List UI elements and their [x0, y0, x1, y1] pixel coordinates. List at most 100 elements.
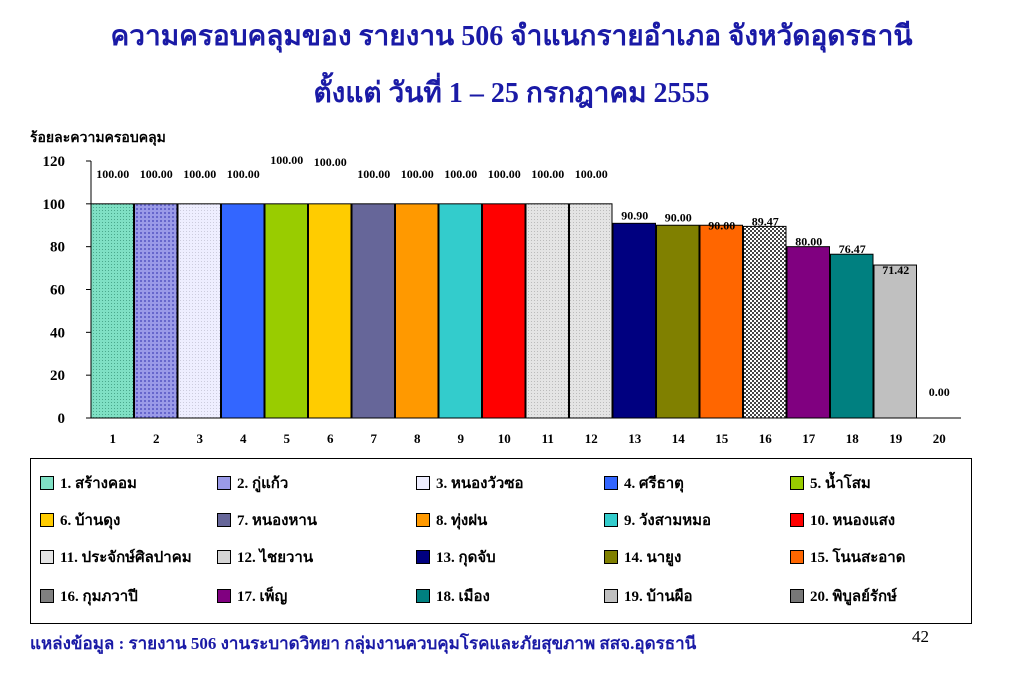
legend-item: 13. กุดจับ: [416, 545, 496, 569]
x-tick-label: 5: [284, 431, 291, 446]
x-tick-label: 17: [802, 431, 816, 446]
x-tick-label: 8: [414, 431, 421, 446]
legend-label: 13. กุดจับ: [436, 550, 496, 566]
x-tick-label: 1: [110, 431, 117, 446]
legend-swatch: [40, 589, 54, 603]
x-tick-label: 16: [759, 431, 773, 446]
legend-item: 16. กุมภวาปี: [40, 584, 138, 608]
bar-6: [308, 203, 352, 419]
bar-10: [482, 203, 526, 419]
bar-11: [525, 203, 569, 419]
legend-swatch: [217, 589, 231, 603]
y-axis-label: ร้อยละความครอบคลุม: [30, 130, 166, 146]
legend-item: 11. ประจักษ์ศิลปาคม: [40, 545, 192, 569]
legend-label: 10. หนองแสง: [810, 513, 896, 529]
bar-18: [830, 253, 874, 419]
legend-label: 8. ทุ่งฝน: [436, 513, 488, 529]
bar-16: [743, 225, 787, 419]
legend-swatch: [416, 476, 430, 490]
legend-item: 17. เพ็ญ: [217, 584, 287, 608]
data-label: 100.00: [444, 167, 477, 181]
legend-item: 1. สร้างคอม: [40, 471, 137, 495]
bar-3: [177, 203, 221, 419]
x-tick-label: 11: [542, 431, 554, 446]
data-source-note: แหล่งข้อมูล : รายงาน 506 งานระบาดวิทยา ก…: [30, 634, 697, 653]
legend-swatch: [416, 589, 430, 603]
legend-item: 5. น้ำโสม: [790, 471, 871, 495]
x-tick-label: 6: [327, 431, 334, 446]
y-tick-label: 100: [43, 197, 66, 213]
legend-label: 18. เมือง: [436, 589, 490, 605]
legend-item: 3. หนองวัวซอ: [416, 471, 524, 495]
x-tick-label: 19: [889, 431, 903, 446]
legend-item: 10. หนองแสง: [790, 508, 895, 532]
legend-label: 14. นายูง: [624, 550, 682, 566]
y-tick-label: 0: [58, 411, 66, 427]
x-tick-label: 13: [628, 431, 642, 446]
bar-12: [569, 203, 613, 419]
legend-item: 4. ศรีธาตุ: [604, 471, 684, 495]
legend-item: 8. ทุ่งฝน: [416, 508, 487, 532]
x-tick-label: 20: [933, 431, 946, 446]
bar-1: [90, 203, 134, 419]
data-label: 100.00: [531, 167, 564, 181]
data-label: 100.00: [401, 167, 434, 181]
legend-swatch: [217, 476, 231, 490]
legend-swatch: [416, 513, 430, 527]
legend-label: 15. โนนสะอาด: [810, 550, 906, 566]
bar-8: [395, 203, 439, 419]
legend-swatch: [217, 513, 231, 527]
x-tick-label: 4: [240, 431, 247, 446]
data-label: 76.47: [839, 242, 866, 256]
legend-swatch: [217, 550, 231, 564]
legend-swatch: [40, 476, 54, 490]
data-label: 100.00: [227, 167, 260, 181]
legend-swatch: [604, 476, 618, 490]
legend-label: 3. หนองวัวซอ: [436, 476, 524, 492]
legend-label: 4. ศรีธาตุ: [624, 476, 684, 492]
bar-13: [612, 222, 656, 419]
legend-item: 12. ไชยวาน: [217, 545, 313, 569]
data-label: 80.00: [795, 235, 822, 249]
legend-item: 14. นายูง: [604, 545, 681, 569]
legend-swatch: [604, 589, 618, 603]
legend-item: 20. พิบูลย์รักษ์: [790, 584, 897, 608]
legend-item: 2. กู่แก้ว: [217, 471, 288, 495]
chart-title-line1: ความครอบคลุมของ รายงาน 506 จำแนกรายอำเภอ…: [110, 21, 913, 52]
data-label: 90.00: [708, 218, 735, 232]
bar-4: [221, 203, 265, 419]
legend-label: 1. สร้างคอม: [60, 476, 137, 492]
x-tick-label: 3: [197, 431, 204, 446]
legend-label: 5. น้ำโสม: [810, 476, 871, 492]
legend-label: 20. พิบูลย์รักษ์: [810, 589, 897, 605]
bar-17: [786, 246, 830, 419]
legend-label: 9. วังสามหมอ: [624, 513, 711, 529]
bar-15: [699, 224, 743, 419]
data-label: 100.00: [575, 167, 608, 181]
chart-title-line2: ตั้งแต่ วันที่ 1 – 25 กรกฎาคม 2555: [313, 78, 710, 109]
data-label: 71.42: [882, 263, 909, 277]
legend-swatch: [604, 550, 618, 564]
legend-swatch: [604, 513, 618, 527]
legend-swatch: [790, 589, 804, 603]
bar-5: [264, 203, 308, 419]
bar-2: [134, 203, 178, 419]
legend-label: 16. กุมภวาปี: [60, 589, 138, 605]
legend-item: 18. เมือง: [416, 584, 490, 608]
legend-item: 7. หนองหาน: [217, 508, 317, 532]
x-tick-label: 10: [498, 431, 511, 446]
x-tick-label: 18: [846, 431, 860, 446]
x-tick-label: 7: [371, 431, 378, 446]
page-number: 42: [912, 627, 929, 646]
data-label: 90.00: [665, 210, 692, 224]
legend-label: 11. ประจักษ์ศิลปาคม: [60, 550, 192, 566]
legend-item: 15. โนนสะอาด: [790, 545, 905, 569]
data-label: 100.00: [357, 167, 390, 181]
x-tick-label: 15: [715, 431, 729, 446]
x-tick-label: 9: [458, 431, 465, 446]
y-tick-label: 120: [43, 154, 66, 170]
y-tick-label: 40: [50, 325, 65, 341]
data-label: 100.00: [183, 167, 216, 181]
legend-swatch: [790, 550, 804, 564]
